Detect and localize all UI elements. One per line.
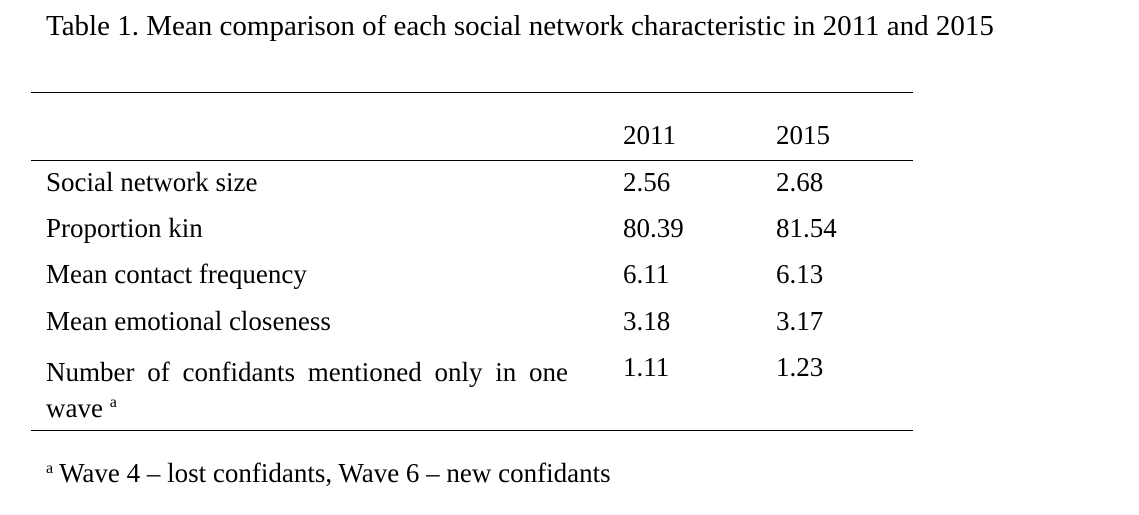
row-label-mean-emotional-closeness: Mean emotional closeness [46,306,331,336]
cell-2011-proportion-kin: 80.39 [623,213,684,243]
cell-2015-proportion-kin: 81.54 [776,213,837,243]
footnote-marker-ref: a [109,394,117,411]
cell-2011-mean-emotional-closeness: 3.18 [623,306,671,336]
row-label-mean-contact-frequency: Mean contact frequency [46,259,307,289]
table-caption: Table 1. Mean comparison of each social … [46,10,994,42]
footnote-marker: a [46,460,54,477]
table-header-rule [31,160,913,161]
cell-2011-mean-contact-frequency: 6.11 [623,259,670,289]
cell-2011-social-network-size: 2.56 [623,167,671,197]
row-label-text: Number of confidants mentioned only in o… [46,357,568,423]
cell-2015-social-network-size: 2.68 [776,167,824,197]
row-label-number-of-confidants: Number of confidants mentioned only in o… [46,354,568,426]
cell-2015-mean-contact-frequency: 6.13 [776,259,824,289]
header-2011: 2011 [623,120,676,150]
footnote-text: Wave 4 – lost confidants, Wave 6 – new c… [59,458,611,488]
cell-2015-mean-emotional-closeness: 3.17 [776,306,824,336]
cell-2011-number-of-confidants: 1.11 [623,352,670,382]
table-bottom-rule [31,430,913,431]
cell-2015-number-of-confidants: 1.23 [776,352,824,382]
row-label-proportion-kin: Proportion kin [46,213,203,243]
table-top-rule [31,92,913,93]
table-footnote: a Wave 4 – lost confidants, Wave 6 – new … [46,458,611,489]
row-label-social-network-size: Social network size [46,167,258,197]
header-2015: 2015 [776,120,830,150]
